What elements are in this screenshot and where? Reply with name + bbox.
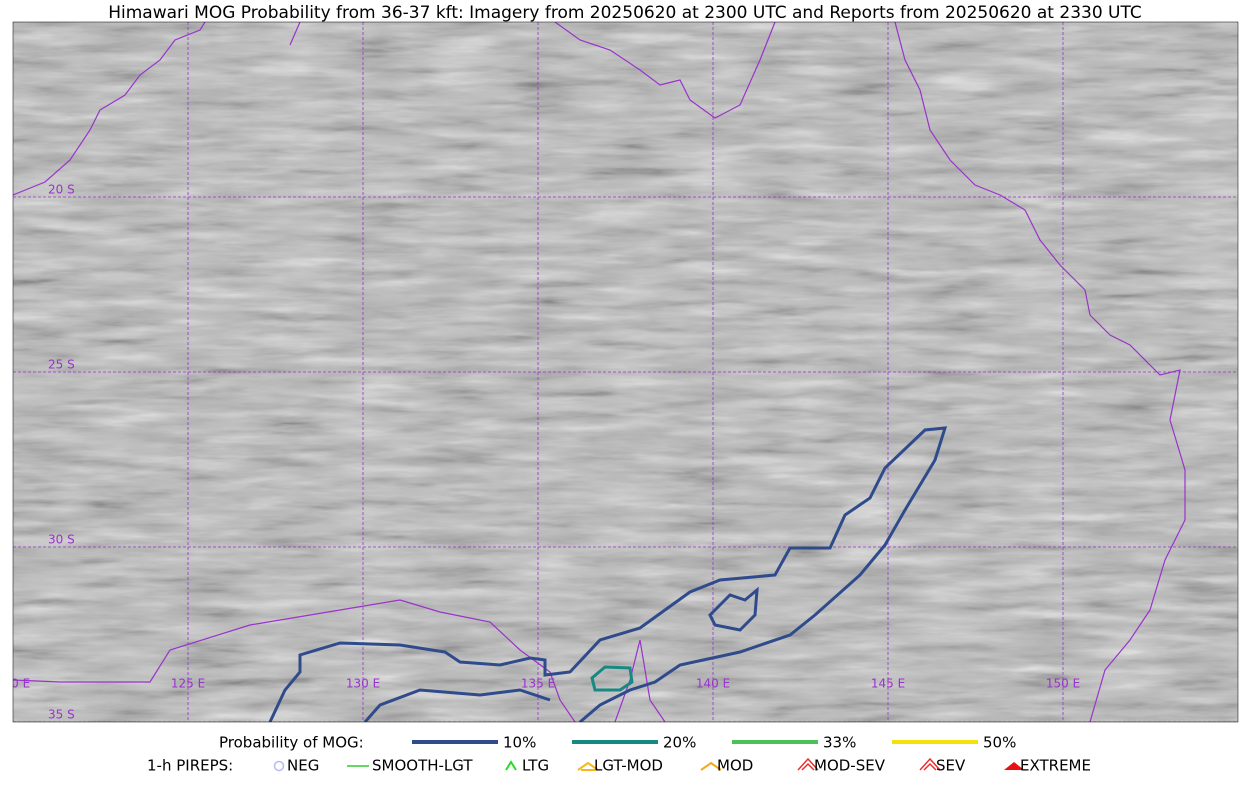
coastline (554, 22, 776, 119)
longitude-label: 130 E (346, 677, 380, 691)
title: Himawari MOG Probability from 36-37 kft:… (108, 3, 1142, 23)
legend-label: 50% (983, 734, 1016, 752)
map: 20 S 25 S 30 S 35 S 120 E 125 E 130 E 135 E 140 … (0, 22, 1238, 722)
legend-label: 33% (823, 734, 856, 752)
latitude-label: 35 S (48, 708, 75, 722)
contour-10 (363, 688, 551, 722)
contour-20 (590, 665, 634, 692)
legend-icon (700, 761, 722, 771)
legend-icon (505, 760, 517, 771)
graticule (13, 22, 1238, 722)
legend-label: LTG (522, 757, 549, 775)
latitude-label: 25 S (48, 358, 75, 372)
legend-label: 10% (503, 734, 536, 752)
longitude-label: 140 E (696, 677, 730, 691)
legend-title: Probability of MOG: (219, 734, 364, 752)
legend-title: 1-h PIREPS: (147, 757, 233, 775)
coastline (289, 22, 301, 46)
legend-label: NEG (287, 757, 319, 775)
longitude-label: 135 E (521, 677, 555, 691)
grid-labels: 20 S 25 S 30 S 35 S 120 E 125 E 130 E 135 E 140 … (0, 183, 1080, 722)
legend-icon (797, 757, 819, 771)
coastline (894, 22, 1186, 722)
longitude-label: 145 E (871, 677, 905, 691)
legend-icon (1004, 762, 1024, 770)
legend-label: LGT-MOD (594, 757, 663, 775)
coastline (13, 22, 206, 196)
map-frame (12, 21, 1239, 723)
contours (268, 426, 948, 722)
legend-label: MOD-SEV (814, 757, 886, 775)
contour-10 (268, 426, 948, 722)
latitude-label: 20 S (48, 183, 75, 197)
coastline (13, 599, 576, 722)
legend: Probability of MOG: 10% 20% 33% 50% 1-h PIREP… (147, 734, 1091, 775)
legend-label: SMOOTH-LGT (372, 757, 473, 775)
longitude-label: 125 E (171, 677, 205, 691)
legend-label: 20% (663, 734, 696, 752)
legend-icon (919, 757, 941, 771)
longitude-label: 120 E (0, 677, 30, 691)
legend-label: EXTREME (1020, 757, 1091, 775)
legend-label: MOD (717, 757, 753, 775)
legend-label: SEV (936, 757, 966, 775)
longitude-label: 150 E (1046, 677, 1080, 691)
legend-icon (577, 761, 599, 771)
latitude-label: 30 S (48, 533, 75, 547)
contour-10 (708, 586, 759, 632)
legend-icon (273, 760, 285, 772)
